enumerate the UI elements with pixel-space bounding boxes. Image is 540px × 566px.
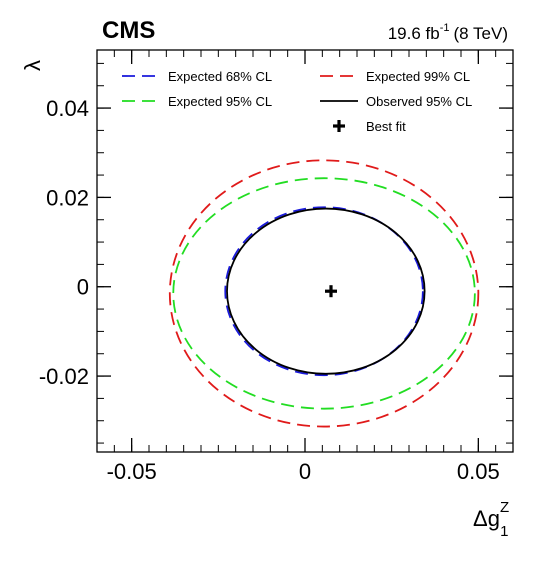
plot-area: -0.05 0 0.05 -0.02 0 0.02 0.04: [39, 49, 514, 484]
experiment-label: CMS: [102, 17, 155, 44]
legend-label-expected-68-cl: Expected 68% CL: [168, 69, 272, 84]
legend-label-expected-95-cl: Expected 95% CL: [168, 94, 272, 109]
y-tick-label: 0.02: [46, 185, 89, 210]
legend-label-observed-95-cl: Observed 95% CL: [366, 94, 472, 109]
x-axis-ticks: -0.05 0 0.05: [107, 50, 500, 484]
minor-ticks: [96, 50, 514, 452]
legend-label-expected-99-cl: Expected 99% CL: [366, 69, 470, 84]
x-tick-label: 0: [299, 459, 311, 484]
y-axis-title: λ: [20, 60, 45, 71]
plot-frame: [96, 49, 514, 453]
x-axis-title: ΔgZ 1: [473, 499, 509, 540]
contour-expected-95-cl: [172, 177, 476, 410]
y-tick-label: 0: [77, 275, 89, 300]
y-tick-label: -0.02: [39, 364, 89, 389]
contour-expected-99-cl: [168, 159, 480, 428]
best-fit-marker: [325, 285, 337, 298]
contour-observed-95-cl: [226, 207, 426, 375]
legend: Expected 68% CL Expected 99% CL Expected 9…: [122, 69, 472, 134]
contour-expected-68-cl: [224, 206, 424, 377]
y-tick-label: 0.04: [46, 96, 89, 121]
x-tick-label: -0.05: [107, 459, 157, 484]
y-axis-ticks: -0.02 0 0.02 0.04: [39, 96, 513, 389]
best-fit-cross-v: [329, 285, 333, 298]
legend-label-best-fit: Best fit: [366, 119, 406, 134]
x-tick-label: 0.05: [457, 459, 500, 484]
legend-best-fit-cross-v: [337, 120, 341, 132]
contours: [168, 159, 480, 428]
luminosity-label: 19.6 fb-1 (8 TeV): [388, 22, 508, 43]
